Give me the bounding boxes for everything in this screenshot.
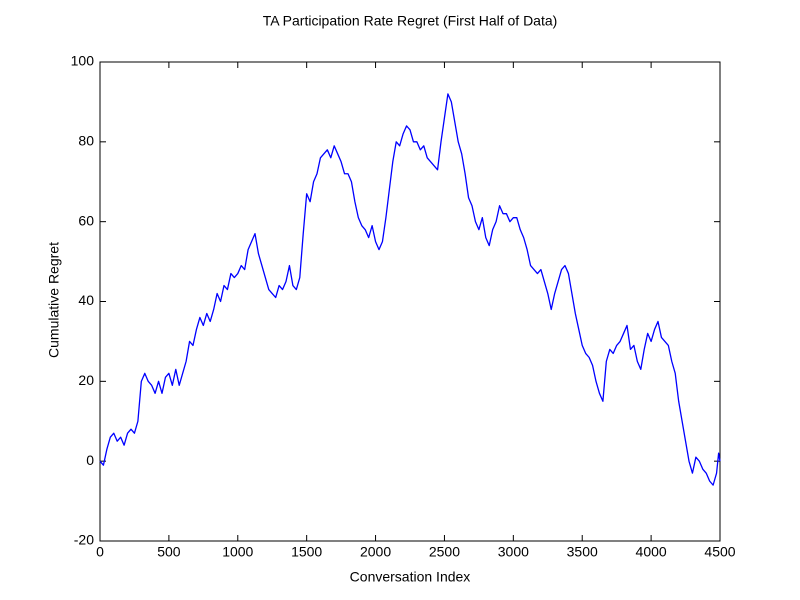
- x-axis-label: Conversation Index: [350, 569, 471, 585]
- y-tick-label: 60: [78, 212, 94, 228]
- x-tick-label: 1500: [291, 544, 322, 560]
- x-tick-label: 2500: [429, 544, 460, 560]
- x-tick-label: 4500: [704, 544, 735, 560]
- data-line: [99, 93, 721, 486]
- x-tick-label: 2000: [360, 544, 391, 560]
- y-tick-label: 100: [71, 53, 95, 69]
- x-tick-label: 3000: [498, 544, 529, 560]
- x-tick-label: 1000: [222, 544, 253, 560]
- x-tick-label: 4000: [636, 544, 667, 560]
- x-tick-label: 500: [157, 544, 181, 560]
- chart-title: TA Participation Rate Regret (First Half…: [263, 13, 558, 29]
- x-tick-label: 0: [96, 544, 104, 560]
- y-tick-label: 40: [78, 292, 94, 308]
- y-tick-label: 20: [78, 372, 94, 388]
- y-axis-label: Cumulative Regret: [46, 242, 62, 358]
- y-tick-label: 80: [78, 133, 94, 149]
- y-tick-label: -20: [74, 532, 94, 548]
- x-tick-label: 3500: [567, 544, 598, 560]
- y-tick-label: 0: [86, 452, 94, 468]
